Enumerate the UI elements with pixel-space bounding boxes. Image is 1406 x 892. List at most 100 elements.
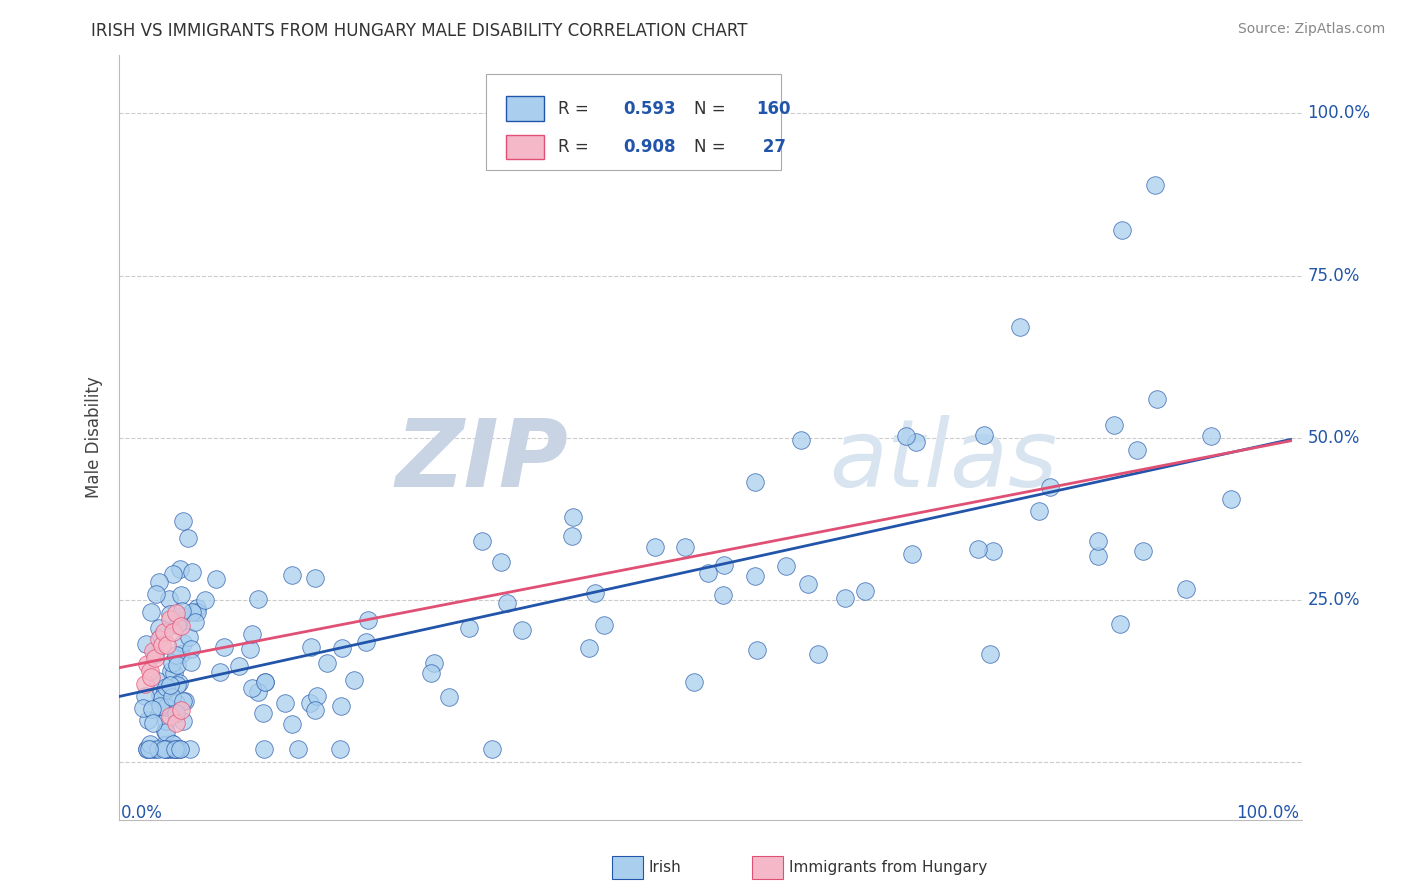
Point — [150, 638, 173, 652]
Point — [148, 674, 170, 689]
Point — [172, 694, 194, 708]
Point — [145, 587, 167, 601]
Point — [172, 609, 194, 624]
Point — [253, 741, 276, 756]
Text: N =: N = — [695, 138, 731, 156]
Point — [512, 624, 534, 638]
FancyBboxPatch shape — [506, 135, 544, 159]
Point — [155, 680, 177, 694]
Point — [159, 709, 181, 723]
Point — [437, 690, 460, 704]
Point — [170, 589, 193, 603]
Point — [578, 640, 600, 655]
Point — [287, 741, 309, 756]
Point — [149, 699, 172, 714]
Point — [697, 566, 720, 580]
Point — [981, 543, 1004, 558]
Text: 100.0%: 100.0% — [1308, 104, 1371, 122]
Point — [180, 655, 202, 669]
Point — [165, 741, 187, 756]
Point — [583, 586, 606, 600]
Point — [973, 427, 995, 442]
Point — [163, 665, 186, 680]
Point — [905, 434, 928, 449]
Point — [162, 657, 184, 671]
Point — [153, 741, 176, 756]
Point — [169, 741, 191, 756]
Point — [166, 678, 188, 692]
Point — [141, 702, 163, 716]
Point — [166, 618, 188, 632]
Point — [157, 592, 180, 607]
Point — [343, 673, 366, 687]
Point — [186, 601, 208, 615]
Point — [967, 542, 990, 557]
Point — [169, 675, 191, 690]
Point — [150, 691, 173, 706]
Point — [561, 529, 583, 543]
Point — [148, 621, 170, 635]
Point — [155, 741, 177, 756]
Point — [136, 657, 159, 672]
Text: Irish: Irish — [648, 860, 681, 874]
Point — [150, 629, 173, 643]
Point — [143, 651, 166, 665]
Point — [357, 613, 380, 627]
Point — [160, 736, 183, 750]
Point — [1199, 429, 1222, 443]
Text: 75.0%: 75.0% — [1308, 267, 1360, 285]
Point — [834, 591, 856, 605]
Point — [159, 607, 181, 621]
Text: 50.0%: 50.0% — [1308, 428, 1360, 447]
Point — [139, 670, 162, 684]
Point — [165, 606, 187, 620]
Point — [1132, 544, 1154, 558]
Point — [136, 741, 159, 756]
Point — [142, 644, 165, 658]
Point — [184, 615, 207, 629]
Point — [900, 548, 922, 562]
Point — [139, 605, 162, 619]
Point — [481, 741, 503, 756]
Point — [135, 637, 157, 651]
Point — [304, 703, 326, 717]
Point — [1028, 504, 1050, 518]
Point — [170, 618, 193, 632]
Y-axis label: Male Disability: Male Disability — [86, 376, 103, 499]
Text: Immigrants from Hungary: Immigrants from Hungary — [789, 860, 987, 874]
Point — [155, 741, 177, 756]
Point — [165, 648, 187, 662]
Point — [495, 596, 517, 610]
Point — [744, 475, 766, 489]
Point — [148, 632, 170, 646]
Point — [153, 724, 176, 739]
Point — [1146, 392, 1168, 407]
Point — [159, 664, 181, 678]
Text: 25.0%: 25.0% — [1308, 591, 1360, 608]
Point — [242, 681, 264, 695]
FancyBboxPatch shape — [486, 74, 782, 169]
Point — [209, 665, 232, 679]
Point — [186, 605, 208, 619]
Point — [136, 713, 159, 727]
Point — [165, 696, 187, 710]
Point — [853, 584, 876, 599]
Point — [180, 642, 202, 657]
Point — [172, 636, 194, 650]
Point — [682, 675, 704, 690]
Point — [329, 741, 352, 756]
Point — [155, 714, 177, 729]
Point — [1109, 616, 1132, 631]
Point — [354, 634, 377, 648]
Point — [247, 592, 270, 607]
Point — [149, 689, 172, 703]
Point — [166, 741, 188, 756]
Point — [489, 555, 512, 569]
Point — [807, 647, 830, 661]
Point — [316, 656, 339, 670]
Point — [143, 741, 166, 756]
Point — [163, 741, 186, 756]
Point — [247, 685, 270, 699]
Point — [162, 625, 184, 640]
Point — [419, 665, 441, 680]
